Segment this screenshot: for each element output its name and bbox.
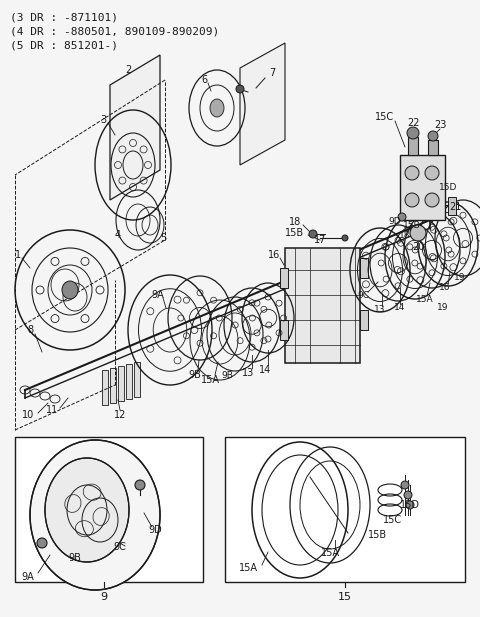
Bar xyxy=(428,140,438,155)
Bar xyxy=(285,248,360,363)
Text: 9A: 9A xyxy=(22,572,35,582)
Text: 9D: 9D xyxy=(389,218,401,226)
Text: 15A: 15A xyxy=(416,296,434,305)
Text: 15B: 15B xyxy=(369,530,387,540)
Text: 15B: 15B xyxy=(403,220,421,230)
Ellipse shape xyxy=(30,440,160,590)
Text: 10: 10 xyxy=(22,410,34,420)
Text: 15C: 15C xyxy=(375,112,395,122)
Circle shape xyxy=(398,213,406,221)
Text: 15C: 15C xyxy=(384,515,403,525)
Circle shape xyxy=(405,166,419,180)
Text: 22: 22 xyxy=(407,118,419,128)
Circle shape xyxy=(407,127,419,139)
Circle shape xyxy=(425,166,439,180)
Text: 21: 21 xyxy=(449,202,461,212)
Text: 12: 12 xyxy=(114,410,126,420)
Text: 9D: 9D xyxy=(148,525,162,535)
Bar xyxy=(280,268,288,288)
Text: 14: 14 xyxy=(394,304,406,312)
Text: 9B: 9B xyxy=(221,370,233,379)
Text: 15A: 15A xyxy=(321,548,339,558)
Text: 19: 19 xyxy=(437,304,449,312)
Text: 5: 5 xyxy=(160,233,166,243)
Circle shape xyxy=(425,193,439,207)
Text: 11: 11 xyxy=(46,405,58,415)
Text: 13: 13 xyxy=(374,305,386,315)
Circle shape xyxy=(401,481,409,489)
Text: 3: 3 xyxy=(100,115,106,125)
Text: 14: 14 xyxy=(259,365,271,375)
Bar xyxy=(408,137,418,155)
Bar xyxy=(448,197,456,215)
Circle shape xyxy=(135,480,145,490)
Text: 9B: 9B xyxy=(189,370,202,380)
Text: 19: 19 xyxy=(454,273,466,283)
Text: 4: 4 xyxy=(115,230,121,240)
Text: 9B: 9B xyxy=(69,553,82,563)
Bar xyxy=(400,155,445,220)
Bar xyxy=(15,437,203,582)
Text: 20: 20 xyxy=(412,242,424,252)
Circle shape xyxy=(410,225,426,241)
Text: (4 DR : -880501, 890109-890209): (4 DR : -880501, 890109-890209) xyxy=(10,26,219,36)
Circle shape xyxy=(428,131,438,141)
Circle shape xyxy=(309,230,317,238)
Bar xyxy=(102,370,108,405)
Text: 6: 6 xyxy=(201,75,207,85)
Text: 9A: 9A xyxy=(152,290,164,300)
Text: 18: 18 xyxy=(289,217,301,227)
Text: 23: 23 xyxy=(434,120,446,130)
Bar xyxy=(360,258,368,278)
Circle shape xyxy=(37,538,47,548)
Text: 15A: 15A xyxy=(239,563,257,573)
Bar xyxy=(110,368,116,403)
Bar xyxy=(225,437,465,582)
Text: 9C: 9C xyxy=(114,542,126,552)
Bar xyxy=(134,362,140,397)
Ellipse shape xyxy=(45,458,129,562)
Text: 15A: 15A xyxy=(201,375,219,385)
Circle shape xyxy=(236,85,244,93)
Text: 9: 9 xyxy=(100,592,108,602)
Bar xyxy=(126,364,132,399)
Text: 2: 2 xyxy=(125,65,131,75)
Polygon shape xyxy=(240,43,285,165)
Ellipse shape xyxy=(210,99,224,117)
Circle shape xyxy=(404,491,412,499)
Text: (3 DR : -871101): (3 DR : -871101) xyxy=(10,12,118,22)
Text: (5 DR : 851201-): (5 DR : 851201-) xyxy=(10,40,118,50)
Text: 15B: 15B xyxy=(286,228,305,238)
Circle shape xyxy=(406,501,414,509)
Text: 18: 18 xyxy=(399,231,411,239)
Text: 7: 7 xyxy=(269,68,275,78)
Text: 13: 13 xyxy=(242,368,254,378)
Text: 15D: 15D xyxy=(439,183,457,191)
Text: 9C: 9C xyxy=(357,291,369,299)
Circle shape xyxy=(405,193,419,207)
Text: 16: 16 xyxy=(268,250,280,260)
Text: 15: 15 xyxy=(338,592,352,602)
Ellipse shape xyxy=(62,281,78,299)
Text: 16: 16 xyxy=(439,283,451,292)
Bar xyxy=(360,310,368,330)
Bar xyxy=(118,366,124,401)
Polygon shape xyxy=(110,55,160,200)
Text: 17: 17 xyxy=(314,235,326,245)
Text: 1: 1 xyxy=(15,250,21,260)
Bar xyxy=(280,320,288,340)
Text: 15D: 15D xyxy=(400,500,420,510)
Circle shape xyxy=(342,235,348,241)
Text: 8: 8 xyxy=(27,325,33,335)
